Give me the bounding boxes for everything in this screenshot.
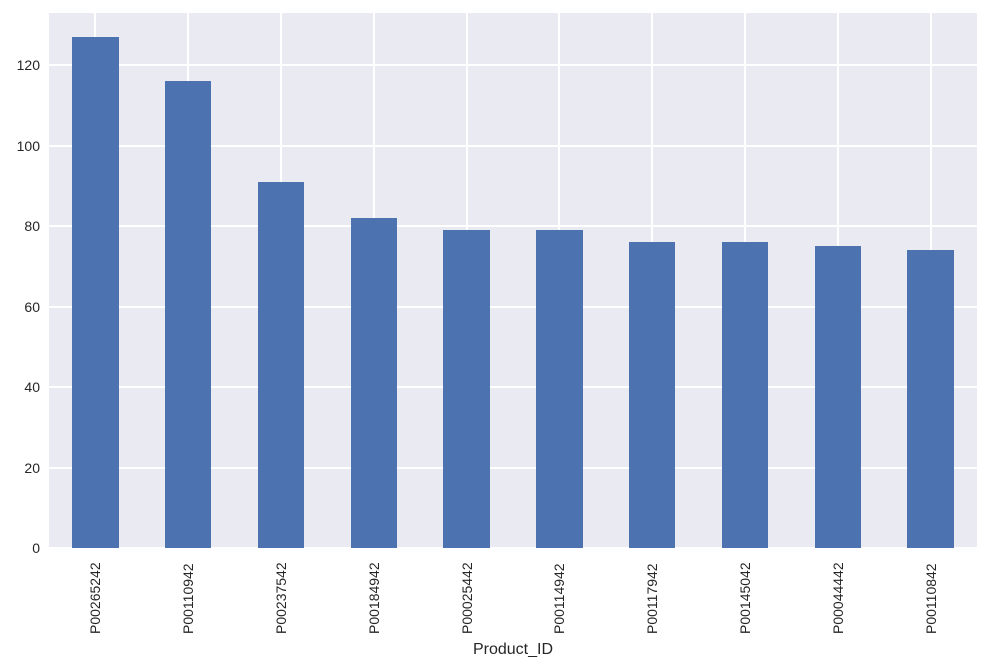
x-tick-label: P00114942 [551, 563, 568, 634]
gridline-horizontal [49, 466, 977, 469]
x-tick-label: P00145042 [737, 562, 753, 634]
bar [165, 81, 212, 548]
bar [629, 242, 676, 548]
x-tick-label: P00025442 [458, 562, 475, 634]
x-tick-label: P00265242 [87, 562, 104, 634]
bar [72, 37, 119, 548]
bar [536, 230, 583, 548]
y-tick-label: 20 [24, 459, 40, 476]
bar [814, 246, 861, 548]
x-axis-label: Product_ID [472, 641, 554, 658]
y-tick-label: 0 [32, 540, 40, 556]
bar [350, 218, 397, 548]
plot-area [49, 13, 977, 549]
y-tick-label: 40 [24, 379, 40, 396]
x-tick-label: P00237542 [273, 562, 289, 634]
bar [257, 181, 305, 548]
x-tick-label: P00044442 [829, 562, 846, 634]
gridline-horizontal [49, 547, 977, 549]
x-tick-label: P00117942 [644, 563, 661, 634]
y-tick-label: 80 [24, 218, 40, 235]
bar [443, 230, 490, 548]
gridline-horizontal [49, 386, 977, 389]
gridline-horizontal [49, 144, 977, 147]
y-tick-label: 120 [16, 57, 40, 74]
bar [721, 242, 769, 548]
y-tick-label: 100 [16, 137, 40, 154]
x-tick-label: P00110842 [922, 563, 939, 634]
gridline-horizontal [49, 225, 977, 228]
gridline-horizontal [49, 305, 977, 308]
bar [907, 250, 954, 548]
gridline-horizontal [49, 64, 977, 67]
x-tick-label: P00110942 [180, 563, 197, 634]
y-tick-label: 60 [24, 298, 40, 315]
x-tick-label: P00184942 [365, 562, 382, 634]
